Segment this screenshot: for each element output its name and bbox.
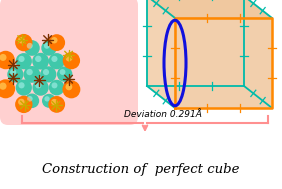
Circle shape bbox=[44, 43, 50, 49]
Circle shape bbox=[16, 53, 32, 69]
Circle shape bbox=[32, 80, 49, 96]
Circle shape bbox=[27, 69, 33, 75]
Circle shape bbox=[40, 66, 56, 83]
Polygon shape bbox=[147, 0, 175, 108]
Circle shape bbox=[0, 83, 6, 90]
Circle shape bbox=[0, 79, 15, 98]
Circle shape bbox=[49, 53, 65, 69]
Circle shape bbox=[0, 51, 15, 69]
Circle shape bbox=[35, 56, 41, 62]
Circle shape bbox=[51, 56, 58, 62]
Circle shape bbox=[18, 37, 25, 43]
Circle shape bbox=[23, 66, 40, 83]
Circle shape bbox=[18, 99, 25, 105]
Circle shape bbox=[18, 82, 25, 88]
Circle shape bbox=[49, 80, 65, 95]
Circle shape bbox=[43, 69, 49, 75]
Circle shape bbox=[57, 67, 72, 82]
Text: Construction of  perfect cube: Construction of perfect cube bbox=[42, 163, 240, 177]
Circle shape bbox=[15, 34, 32, 51]
Circle shape bbox=[65, 84, 72, 90]
Circle shape bbox=[48, 34, 65, 51]
Circle shape bbox=[27, 43, 33, 49]
Text: Deviation 0.291Å: Deviation 0.291Å bbox=[124, 110, 202, 119]
Circle shape bbox=[60, 69, 65, 75]
Circle shape bbox=[7, 66, 23, 83]
Circle shape bbox=[15, 96, 32, 113]
Circle shape bbox=[32, 53, 49, 70]
Polygon shape bbox=[175, 18, 272, 108]
Circle shape bbox=[35, 82, 41, 88]
Circle shape bbox=[66, 55, 72, 61]
Circle shape bbox=[44, 96, 50, 101]
Circle shape bbox=[18, 56, 25, 62]
Circle shape bbox=[42, 94, 56, 108]
Circle shape bbox=[51, 37, 58, 43]
Circle shape bbox=[62, 81, 80, 98]
Circle shape bbox=[48, 96, 65, 113]
Circle shape bbox=[52, 82, 58, 88]
Circle shape bbox=[24, 40, 40, 56]
Circle shape bbox=[10, 69, 16, 75]
FancyBboxPatch shape bbox=[0, 0, 138, 125]
Circle shape bbox=[16, 80, 32, 96]
Circle shape bbox=[0, 54, 6, 61]
Circle shape bbox=[41, 40, 57, 56]
Circle shape bbox=[27, 96, 33, 101]
Polygon shape bbox=[147, 0, 272, 18]
Circle shape bbox=[25, 94, 39, 108]
Circle shape bbox=[51, 99, 58, 105]
Circle shape bbox=[63, 52, 80, 69]
